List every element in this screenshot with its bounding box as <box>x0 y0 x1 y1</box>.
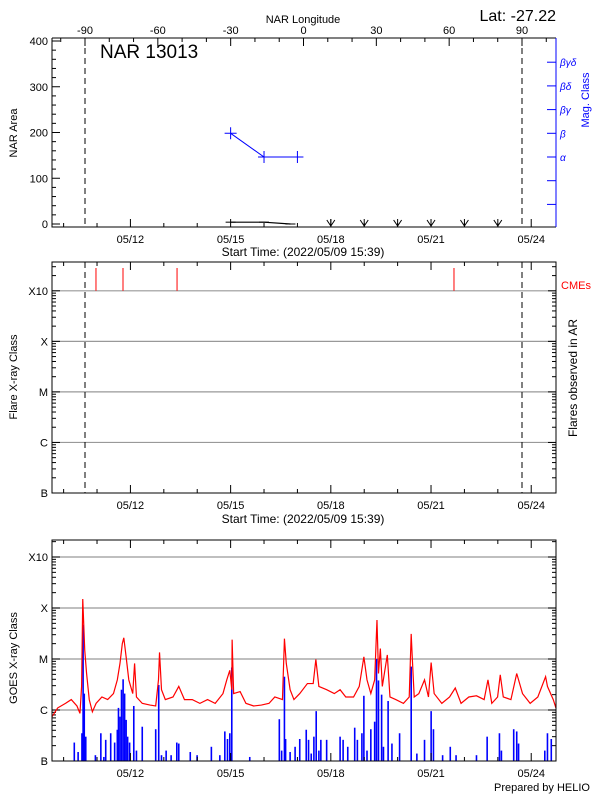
mag-class-point <box>258 151 271 163</box>
x2-tick-label: -60 <box>150 25 166 37</box>
y-tick-label: 200 <box>30 128 48 140</box>
x2-tick-label: 0 <box>300 25 306 37</box>
x-tick-label: 05/21 <box>417 234 445 246</box>
y-tick-label: M <box>39 387 48 399</box>
x-tick-label: 05/24 <box>517 500 545 512</box>
y-tick-label: X <box>41 603 49 615</box>
mag-class-tick-label: βγδ <box>559 58 577 69</box>
mag-class-point <box>224 127 237 140</box>
y-tick-label: M <box>39 654 48 666</box>
bottom-panel-frame <box>51 539 557 762</box>
x-tick-label: 05/18 <box>317 234 345 246</box>
x-tick-label: 05/21 <box>417 500 445 512</box>
x-tick-label: 05/15 <box>217 234 245 246</box>
y-tick-label: 100 <box>30 173 48 185</box>
cme-legend-label: CMEs <box>561 280 591 292</box>
mag-class-tick-label: α <box>560 153 566 164</box>
top-panel-ylabel: NAR Area <box>8 108 20 158</box>
y-tick-label: X10 <box>28 286 48 298</box>
y-tick-label: B <box>41 488 48 500</box>
y-tick-label: C <box>40 705 48 717</box>
y-tick-label: 300 <box>30 82 48 94</box>
y-tick-label: X10 <box>28 552 48 564</box>
x-tick-label: 05/24 <box>517 234 545 246</box>
top-panel-start-time: Start Time: (2022/05/09 15:39) <box>222 245 385 259</box>
top-panel-title: NAR 13013 <box>100 42 198 63</box>
y-tick-label: X <box>41 336 49 348</box>
x-tick-label: 05/18 <box>317 500 345 512</box>
mag-class-tick-label: β <box>559 129 566 140</box>
mag-class-tick-label: βγ <box>559 106 572 117</box>
top-panel-frame <box>51 37 556 228</box>
latitude-label: Lat: -27.22 <box>480 8 557 25</box>
x2-tick-label: 90 <box>516 25 528 37</box>
mag-class-point <box>291 151 304 163</box>
x-tick-label: 05/18 <box>317 768 345 780</box>
bottom-panel-ylabel: GOES X-ray Class <box>8 612 20 704</box>
x-tick-label: 05/12 <box>117 768 145 780</box>
x2-tick-label: 60 <box>443 25 455 37</box>
footer-credit: Prepared by HELIO <box>494 782 590 794</box>
x2-tick-label: -90 <box>77 25 93 37</box>
x2-tick-label: 30 <box>370 25 382 37</box>
top-panel-y2label: Mag. Class <box>580 72 592 128</box>
x-tick-label: 05/24 <box>517 768 545 780</box>
x2-tick-label: -30 <box>223 25 239 37</box>
x-tick-label: 05/21 <box>417 768 445 780</box>
x-tick-label: 05/12 <box>117 234 145 246</box>
y-tick-label: B <box>41 756 48 768</box>
middle-panel-frame <box>51 261 557 494</box>
x-tick-label: 05/12 <box>117 500 145 512</box>
y-tick-label: 0 <box>42 219 48 231</box>
y-tick-label: C <box>40 437 48 449</box>
top-panel-x2-label: NAR Longitude <box>266 14 341 26</box>
middle-panel-start-time: Start Time: (2022/05/09 15:39) <box>222 512 385 526</box>
goes-flux-line <box>51 598 557 717</box>
mag-class-tick-label: βδ <box>559 82 572 93</box>
middle-panel-ylabel: Flare X-ray Class <box>8 334 20 419</box>
x-tick-label: 05/15 <box>217 500 245 512</box>
x-tick-label: 05/15 <box>217 768 245 780</box>
y-tick-label: 400 <box>30 36 48 48</box>
middle-panel-y2label: Flares observed in AR <box>566 319 580 437</box>
